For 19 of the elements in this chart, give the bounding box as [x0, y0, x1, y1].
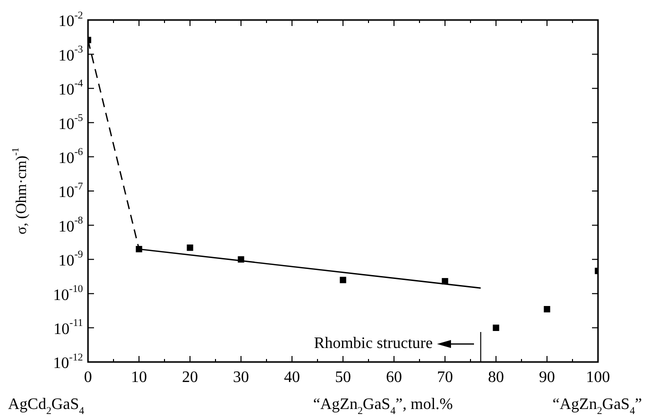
- point: [238, 256, 244, 263]
- y-axis-title: σ, (Ohm·cm)-1: [10, 147, 30, 235]
- x-tick-label: 60: [386, 369, 402, 386]
- point: [136, 246, 142, 252]
- x-tick-label: 100: [586, 369, 610, 386]
- x-tick-label: 70: [437, 369, 453, 386]
- x-tick-label: 30: [233, 369, 249, 386]
- point: [442, 278, 448, 284]
- x-tick-label: 20: [182, 369, 198, 386]
- x-tick-label: 90: [539, 369, 555, 386]
- ref-line-label: Rhombic structure: [314, 335, 433, 352]
- x-tick-label: 80: [488, 369, 504, 386]
- x-tick-label: 0: [84, 369, 92, 386]
- x-tick-label: 40: [284, 369, 300, 386]
- point: [544, 306, 550, 312]
- x-tick-label: 10: [131, 369, 147, 386]
- point: [492, 324, 500, 331]
- x-tick-label: 50: [335, 369, 351, 386]
- point: [186, 244, 194, 251]
